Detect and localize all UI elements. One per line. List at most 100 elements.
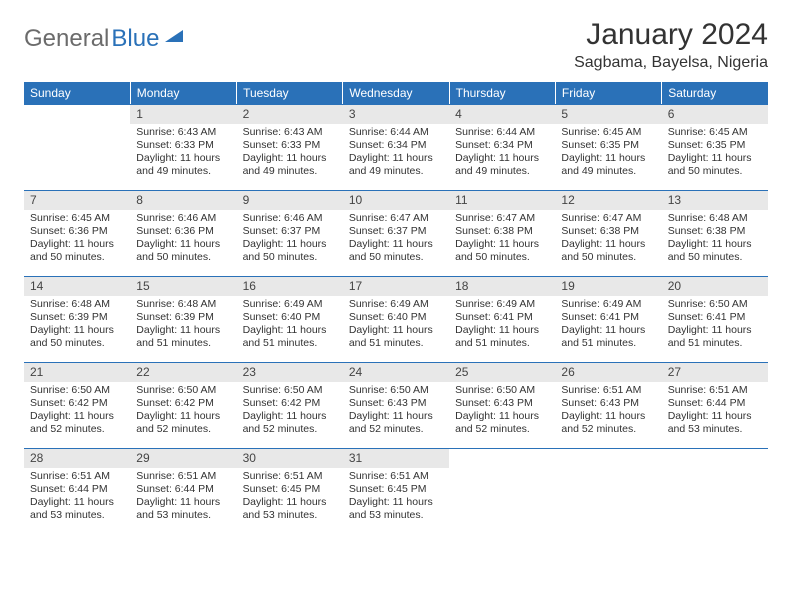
day-number: 2	[237, 104, 343, 124]
day-number: 27	[662, 362, 768, 382]
title-block: January 2024 Sagbama, Bayelsa, Nigeria	[574, 18, 768, 72]
calendar-row: 28Sunrise: 6:51 AMSunset: 6:44 PMDayligh…	[24, 448, 768, 534]
day-number: 22	[130, 362, 236, 382]
sunrise-line: Sunrise: 6:49 AM	[455, 298, 549, 311]
sunset-line: Sunset: 6:42 PM	[30, 397, 124, 410]
sunset-line: Sunset: 6:40 PM	[349, 311, 443, 324]
daylight-line-1: Daylight: 11 hours	[349, 324, 443, 337]
daylight-line-2: and 50 minutes.	[455, 251, 549, 264]
daylight-line-2: and 49 minutes.	[455, 165, 549, 178]
sunset-line: Sunset: 6:42 PM	[243, 397, 337, 410]
daylight-line-2: and 51 minutes.	[455, 337, 549, 350]
day-body: Sunrise: 6:50 AMSunset: 6:42 PMDaylight:…	[24, 382, 130, 441]
calendar-cell	[662, 448, 768, 534]
day-number	[24, 104, 130, 124]
day-number: 29	[130, 448, 236, 468]
calendar-cell: 18Sunrise: 6:49 AMSunset: 6:41 PMDayligh…	[449, 276, 555, 362]
day-body: Sunrise: 6:50 AMSunset: 6:42 PMDaylight:…	[130, 382, 236, 441]
day-number	[555, 448, 661, 468]
sunset-line: Sunset: 6:38 PM	[668, 225, 762, 238]
sunset-line: Sunset: 6:41 PM	[668, 311, 762, 324]
day-body: Sunrise: 6:47 AMSunset: 6:38 PMDaylight:…	[449, 210, 555, 269]
sunrise-line: Sunrise: 6:48 AM	[30, 298, 124, 311]
daylight-line-1: Daylight: 11 hours	[136, 152, 230, 165]
day-number: 9	[237, 190, 343, 210]
daylight-line-2: and 53 minutes.	[136, 509, 230, 522]
day-body: Sunrise: 6:50 AMSunset: 6:43 PMDaylight:…	[449, 382, 555, 441]
sunrise-line: Sunrise: 6:46 AM	[136, 212, 230, 225]
calendar-cell: 12Sunrise: 6:47 AMSunset: 6:38 PMDayligh…	[555, 190, 661, 276]
calendar-cell	[555, 448, 661, 534]
day-body: Sunrise: 6:45 AMSunset: 6:35 PMDaylight:…	[662, 124, 768, 183]
day-body: Sunrise: 6:45 AMSunset: 6:35 PMDaylight:…	[555, 124, 661, 183]
sunrise-line: Sunrise: 6:51 AM	[668, 384, 762, 397]
calendar-cell: 23Sunrise: 6:50 AMSunset: 6:42 PMDayligh…	[237, 362, 343, 448]
calendar-body: 1Sunrise: 6:43 AMSunset: 6:33 PMDaylight…	[24, 104, 768, 534]
sunset-line: Sunset: 6:36 PM	[30, 225, 124, 238]
day-body: Sunrise: 6:50 AMSunset: 6:42 PMDaylight:…	[237, 382, 343, 441]
day-number: 23	[237, 362, 343, 382]
logo-text-blue: Blue	[111, 25, 159, 53]
daylight-line-2: and 53 minutes.	[243, 509, 337, 522]
daylight-line-2: and 50 minutes.	[561, 251, 655, 264]
daylight-line-2: and 53 minutes.	[349, 509, 443, 522]
sunset-line: Sunset: 6:36 PM	[136, 225, 230, 238]
daylight-line-2: and 49 minutes.	[349, 165, 443, 178]
daylight-line-2: and 49 minutes.	[136, 165, 230, 178]
day-body: Sunrise: 6:45 AMSunset: 6:36 PMDaylight:…	[24, 210, 130, 269]
daylight-line-1: Daylight: 11 hours	[136, 496, 230, 509]
dayheader-fri: Friday	[555, 82, 661, 104]
daylight-line-2: and 51 minutes.	[136, 337, 230, 350]
daylight-line-1: Daylight: 11 hours	[455, 238, 549, 251]
sunrise-line: Sunrise: 6:45 AM	[668, 126, 762, 139]
sunrise-line: Sunrise: 6:46 AM	[243, 212, 337, 225]
day-body: Sunrise: 6:43 AMSunset: 6:33 PMDaylight:…	[237, 124, 343, 183]
calendar-cell: 10Sunrise: 6:47 AMSunset: 6:37 PMDayligh…	[343, 190, 449, 276]
calendar-cell: 15Sunrise: 6:48 AMSunset: 6:39 PMDayligh…	[130, 276, 236, 362]
day-number: 19	[555, 276, 661, 296]
day-body: Sunrise: 6:49 AMSunset: 6:41 PMDaylight:…	[449, 296, 555, 355]
sunrise-line: Sunrise: 6:50 AM	[668, 298, 762, 311]
day-number: 10	[343, 190, 449, 210]
daylight-line-2: and 51 minutes.	[561, 337, 655, 350]
calendar-cell: 8Sunrise: 6:46 AMSunset: 6:36 PMDaylight…	[130, 190, 236, 276]
sunrise-line: Sunrise: 6:51 AM	[136, 470, 230, 483]
calendar-cell: 24Sunrise: 6:50 AMSunset: 6:43 PMDayligh…	[343, 362, 449, 448]
daylight-line-2: and 50 minutes.	[668, 165, 762, 178]
day-number: 8	[130, 190, 236, 210]
daylight-line-2: and 50 minutes.	[668, 251, 762, 264]
daylight-line-1: Daylight: 11 hours	[136, 410, 230, 423]
day-body: Sunrise: 6:46 AMSunset: 6:36 PMDaylight:…	[130, 210, 236, 269]
day-body: Sunrise: 6:49 AMSunset: 6:40 PMDaylight:…	[343, 296, 449, 355]
calendar-row: 14Sunrise: 6:48 AMSunset: 6:39 PMDayligh…	[24, 276, 768, 362]
calendar-cell: 17Sunrise: 6:49 AMSunset: 6:40 PMDayligh…	[343, 276, 449, 362]
calendar-cell: 6Sunrise: 6:45 AMSunset: 6:35 PMDaylight…	[662, 104, 768, 190]
daylight-line-1: Daylight: 11 hours	[349, 152, 443, 165]
sunrise-line: Sunrise: 6:45 AM	[561, 126, 655, 139]
sunset-line: Sunset: 6:44 PM	[136, 483, 230, 496]
daylight-line-1: Daylight: 11 hours	[30, 238, 124, 251]
day-body: Sunrise: 6:50 AMSunset: 6:43 PMDaylight:…	[343, 382, 449, 441]
daylight-line-1: Daylight: 11 hours	[349, 410, 443, 423]
daylight-line-1: Daylight: 11 hours	[455, 410, 549, 423]
day-number: 12	[555, 190, 661, 210]
calendar-cell	[24, 104, 130, 190]
sunrise-line: Sunrise: 6:51 AM	[30, 470, 124, 483]
sunrise-line: Sunrise: 6:44 AM	[455, 126, 549, 139]
dayheader-wed: Wednesday	[343, 82, 449, 104]
day-number: 26	[555, 362, 661, 382]
logo-text-gray: General	[24, 25, 109, 53]
day-number	[449, 448, 555, 468]
sunset-line: Sunset: 6:43 PM	[561, 397, 655, 410]
day-number: 15	[130, 276, 236, 296]
sunset-line: Sunset: 6:42 PM	[136, 397, 230, 410]
sunset-line: Sunset: 6:43 PM	[455, 397, 549, 410]
daylight-line-2: and 49 minutes.	[243, 165, 337, 178]
sunrise-line: Sunrise: 6:48 AM	[136, 298, 230, 311]
calendar-cell: 28Sunrise: 6:51 AMSunset: 6:44 PMDayligh…	[24, 448, 130, 534]
day-number: 24	[343, 362, 449, 382]
daylight-line-1: Daylight: 11 hours	[243, 496, 337, 509]
day-number: 25	[449, 362, 555, 382]
daylight-line-2: and 50 minutes.	[243, 251, 337, 264]
day-body: Sunrise: 6:43 AMSunset: 6:33 PMDaylight:…	[130, 124, 236, 183]
